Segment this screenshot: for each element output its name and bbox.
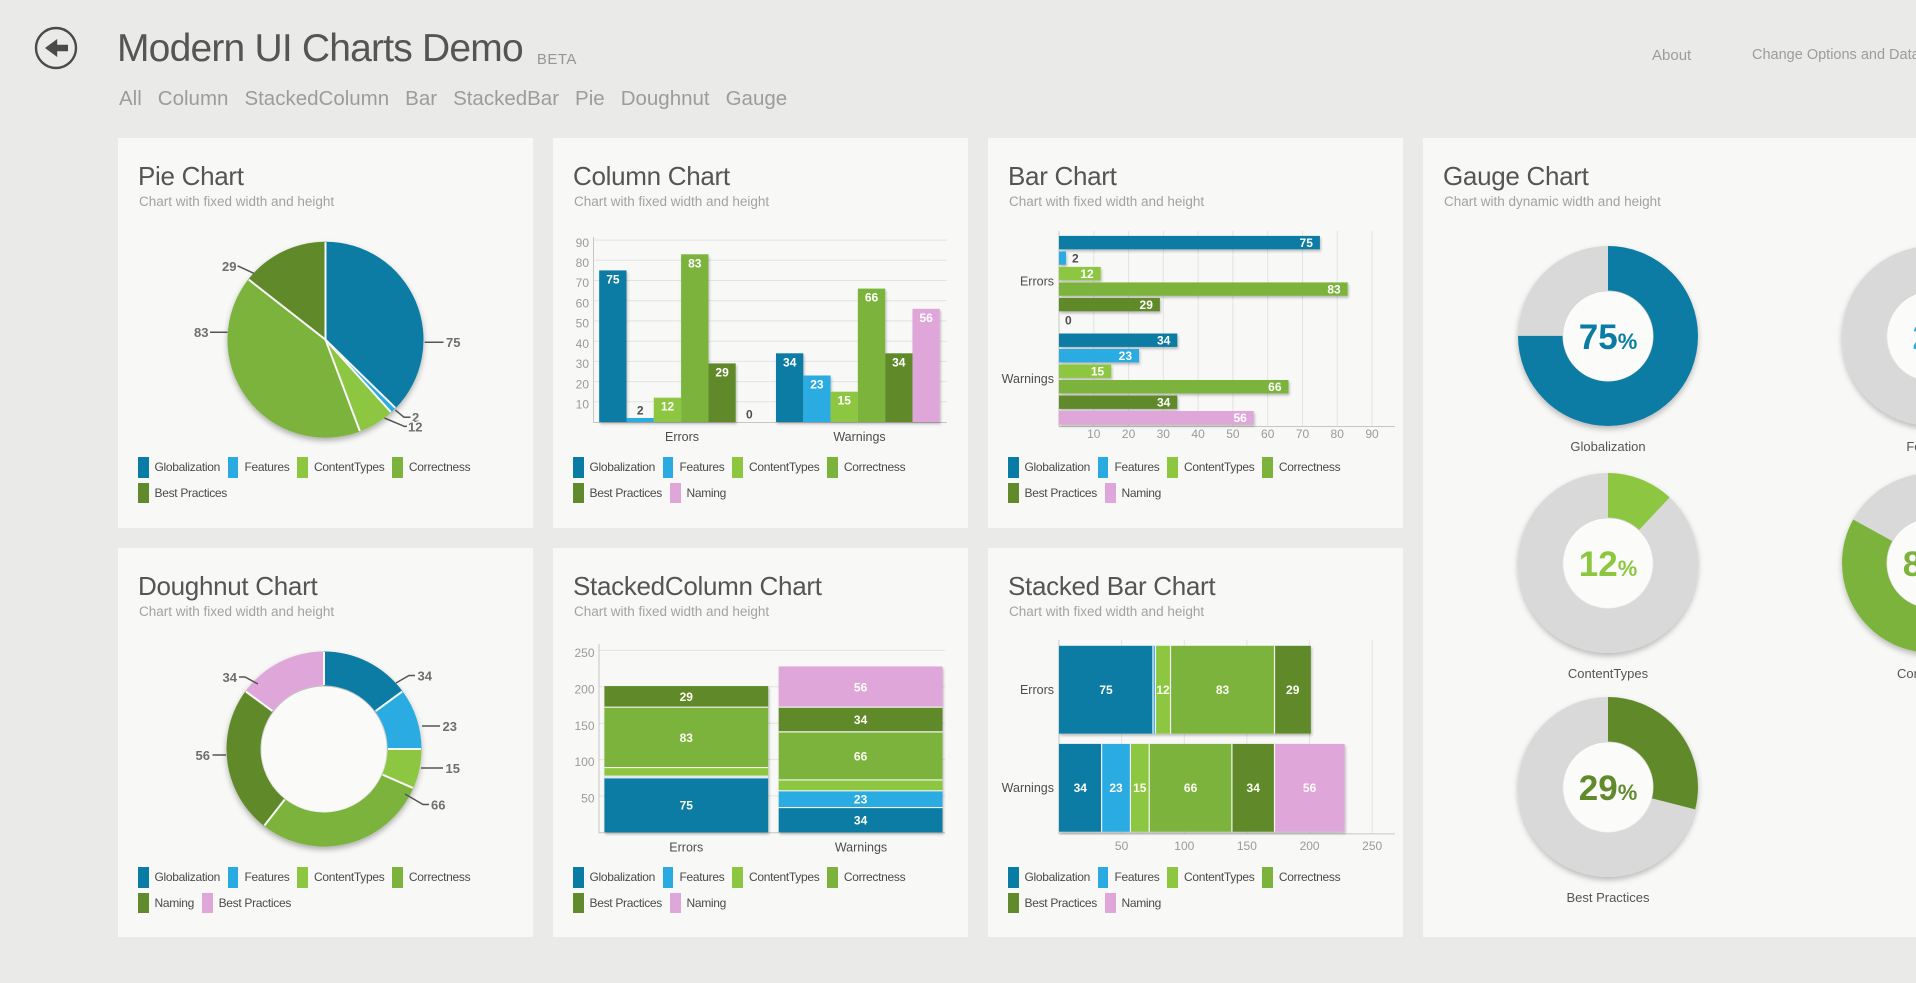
svg-text:Warnings: Warnings bbox=[1002, 372, 1054, 386]
svg-text:56: 56 bbox=[919, 311, 933, 325]
svg-text:75: 75 bbox=[606, 272, 620, 286]
svg-text:56: 56 bbox=[1303, 781, 1317, 795]
svg-text:34: 34 bbox=[418, 669, 433, 684]
svg-text:Errors: Errors bbox=[1020, 683, 1054, 697]
svg-text:66: 66 bbox=[1184, 781, 1198, 795]
svg-text:66: 66 bbox=[865, 291, 879, 305]
svg-text:66: 66 bbox=[431, 798, 445, 813]
svg-text:Errors: Errors bbox=[665, 430, 699, 444]
svg-text:10: 10 bbox=[1087, 427, 1101, 441]
svg-text:15: 15 bbox=[1133, 781, 1147, 795]
svg-text:12%: 12% bbox=[1579, 545, 1638, 584]
svg-text:83: 83 bbox=[1327, 282, 1341, 296]
svg-text:Errors: Errors bbox=[1020, 275, 1054, 289]
svg-text:15: 15 bbox=[838, 394, 852, 408]
svg-text:Warnings: Warnings bbox=[835, 841, 887, 855]
svg-text:2%: 2% bbox=[1912, 318, 1916, 357]
svg-text:20: 20 bbox=[576, 377, 590, 391]
svg-text:56: 56 bbox=[196, 748, 210, 763]
svg-text:50: 50 bbox=[1115, 839, 1129, 853]
svg-text:10: 10 bbox=[576, 398, 590, 412]
svg-text:100: 100 bbox=[574, 755, 594, 769]
svg-text:23: 23 bbox=[854, 793, 868, 807]
svg-text:15: 15 bbox=[446, 761, 460, 776]
svg-text:60: 60 bbox=[576, 296, 590, 310]
svg-text:Warnings: Warnings bbox=[833, 430, 885, 444]
svg-text:34: 34 bbox=[223, 670, 238, 685]
svg-text:34: 34 bbox=[783, 355, 797, 369]
svg-text:100: 100 bbox=[1174, 839, 1194, 853]
svg-text:75: 75 bbox=[446, 335, 460, 350]
svg-text:50: 50 bbox=[576, 317, 590, 331]
svg-text:83: 83 bbox=[680, 731, 694, 745]
svg-text:Best Practices: Best Practices bbox=[1566, 890, 1650, 905]
svg-text:34: 34 bbox=[1157, 334, 1171, 348]
svg-text:12: 12 bbox=[408, 420, 422, 435]
svg-text:90: 90 bbox=[1365, 427, 1379, 441]
svg-text:50: 50 bbox=[1226, 427, 1240, 441]
svg-text:66: 66 bbox=[1268, 380, 1282, 394]
svg-text:2: 2 bbox=[1072, 251, 1079, 265]
svg-text:29: 29 bbox=[1140, 298, 1154, 312]
svg-text:83: 83 bbox=[1216, 683, 1230, 697]
svg-text:50: 50 bbox=[581, 792, 595, 806]
svg-text:70: 70 bbox=[576, 276, 590, 290]
svg-text:150: 150 bbox=[574, 719, 594, 733]
svg-text:2: 2 bbox=[637, 404, 644, 418]
svg-text:83: 83 bbox=[688, 256, 702, 270]
svg-text:75: 75 bbox=[1300, 236, 1314, 250]
svg-text:Errors: Errors bbox=[669, 841, 703, 855]
svg-text:34: 34 bbox=[854, 813, 868, 827]
svg-text:23: 23 bbox=[1109, 781, 1123, 795]
svg-text:2: 2 bbox=[412, 410, 419, 425]
svg-text:20: 20 bbox=[1122, 427, 1136, 441]
svg-text:60: 60 bbox=[1261, 427, 1275, 441]
svg-text:150: 150 bbox=[1237, 839, 1257, 853]
svg-text:12: 12 bbox=[1156, 683, 1170, 697]
svg-text:23: 23 bbox=[443, 719, 457, 734]
svg-text:75%: 75% bbox=[1579, 318, 1638, 357]
svg-text:29: 29 bbox=[1286, 683, 1300, 697]
svg-text:56: 56 bbox=[1233, 411, 1247, 425]
svg-text:15: 15 bbox=[1091, 365, 1105, 379]
svg-text:75: 75 bbox=[1099, 683, 1113, 697]
svg-text:200: 200 bbox=[1300, 839, 1320, 853]
svg-text:0: 0 bbox=[746, 408, 753, 422]
svg-text:83%: 83% bbox=[1903, 545, 1916, 584]
svg-text:29%: 29% bbox=[1579, 769, 1638, 808]
svg-text:200: 200 bbox=[574, 683, 594, 697]
svg-text:23: 23 bbox=[810, 378, 824, 392]
svg-text:29: 29 bbox=[715, 365, 729, 379]
svg-text:34: 34 bbox=[1157, 396, 1171, 410]
svg-text:30: 30 bbox=[576, 357, 590, 371]
svg-text:90: 90 bbox=[576, 236, 590, 250]
svg-text:23: 23 bbox=[1119, 349, 1133, 363]
svg-text:250: 250 bbox=[574, 646, 594, 660]
svg-text:12: 12 bbox=[661, 400, 675, 414]
svg-text:Warnings: Warnings bbox=[1002, 781, 1054, 795]
svg-text:Correctness: Correctness bbox=[1897, 666, 1916, 681]
svg-text:30: 30 bbox=[1157, 427, 1171, 441]
svg-text:ContentTypes: ContentTypes bbox=[1568, 666, 1649, 681]
svg-text:75: 75 bbox=[680, 799, 694, 813]
svg-text:34: 34 bbox=[1247, 781, 1261, 795]
svg-text:70: 70 bbox=[1296, 427, 1310, 441]
svg-text:80: 80 bbox=[576, 256, 590, 270]
svg-text:Features: Features bbox=[1906, 439, 1916, 454]
svg-text:34: 34 bbox=[1074, 781, 1088, 795]
svg-text:250: 250 bbox=[1362, 839, 1382, 853]
svg-text:80: 80 bbox=[1331, 427, 1345, 441]
svg-text:0: 0 bbox=[1065, 313, 1072, 327]
svg-text:40: 40 bbox=[1191, 427, 1205, 441]
svg-text:34: 34 bbox=[892, 355, 906, 369]
svg-text:56: 56 bbox=[854, 680, 868, 694]
svg-text:Globalization: Globalization bbox=[1570, 439, 1645, 454]
svg-text:66: 66 bbox=[854, 749, 868, 763]
svg-text:40: 40 bbox=[576, 337, 590, 351]
svg-text:34: 34 bbox=[854, 713, 868, 727]
svg-text:29: 29 bbox=[680, 690, 694, 704]
svg-text:29: 29 bbox=[222, 259, 236, 274]
svg-text:12: 12 bbox=[1080, 267, 1094, 281]
svg-text:83: 83 bbox=[194, 325, 208, 340]
